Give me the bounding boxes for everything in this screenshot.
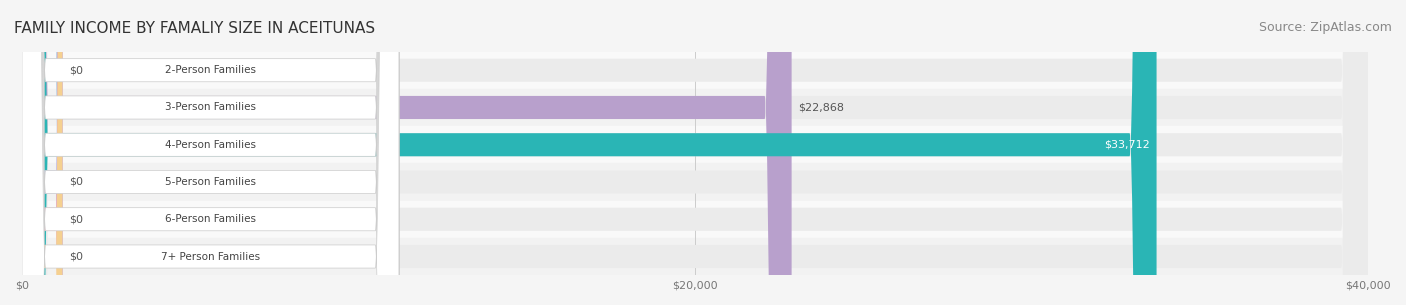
Text: 4-Person Families: 4-Person Families [165, 140, 256, 150]
FancyBboxPatch shape [22, 0, 1368, 305]
FancyBboxPatch shape [22, 0, 62, 305]
Text: 2-Person Families: 2-Person Families [165, 65, 256, 75]
Text: $0: $0 [69, 177, 83, 187]
Bar [22, 201, 1368, 238]
FancyBboxPatch shape [22, 0, 62, 305]
FancyBboxPatch shape [22, 0, 62, 305]
FancyBboxPatch shape [22, 0, 1368, 305]
Text: $33,712: $33,712 [1104, 140, 1150, 150]
FancyBboxPatch shape [22, 0, 62, 305]
FancyBboxPatch shape [22, 0, 1368, 305]
Text: Source: ZipAtlas.com: Source: ZipAtlas.com [1258, 21, 1392, 34]
FancyBboxPatch shape [22, 0, 1368, 305]
Bar [22, 126, 1368, 163]
Text: FAMILY INCOME BY FAMALIY SIZE IN ACEITUNAS: FAMILY INCOME BY FAMALIY SIZE IN ACEITUN… [14, 21, 375, 36]
FancyBboxPatch shape [22, 0, 399, 305]
Bar [22, 89, 1368, 126]
FancyBboxPatch shape [22, 0, 1157, 305]
Text: $0: $0 [69, 252, 83, 261]
Bar [22, 52, 1368, 89]
FancyBboxPatch shape [22, 0, 399, 305]
Text: 6-Person Families: 6-Person Families [165, 214, 256, 224]
FancyBboxPatch shape [22, 0, 792, 305]
Text: $0: $0 [69, 65, 83, 75]
Text: $0: $0 [69, 214, 83, 224]
FancyBboxPatch shape [22, 0, 399, 305]
Text: 5-Person Families: 5-Person Families [165, 177, 256, 187]
FancyBboxPatch shape [22, 0, 1368, 305]
Text: 7+ Person Families: 7+ Person Families [160, 252, 260, 261]
Bar [22, 163, 1368, 201]
FancyBboxPatch shape [22, 0, 1368, 305]
FancyBboxPatch shape [22, 0, 399, 305]
Text: $22,868: $22,868 [799, 102, 845, 113]
Bar [22, 238, 1368, 275]
Text: 3-Person Families: 3-Person Families [165, 102, 256, 113]
FancyBboxPatch shape [22, 0, 399, 305]
FancyBboxPatch shape [22, 0, 399, 305]
